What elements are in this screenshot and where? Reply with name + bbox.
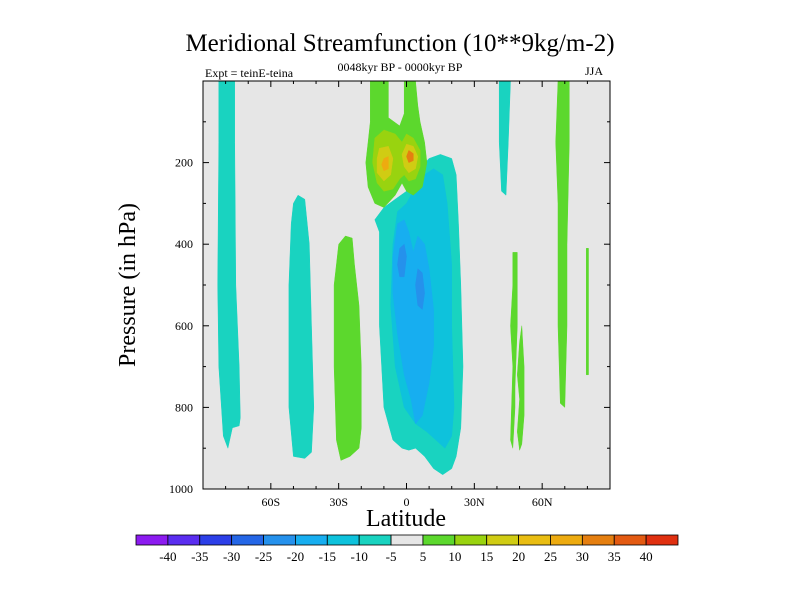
colorbar-label: 10 [448, 549, 461, 564]
colorbar-label: 30 [576, 549, 589, 564]
axis-ticks [203, 81, 610, 490]
colorbar-swatch [390, 534, 424, 546]
x-tick-label: 0 [404, 495, 410, 509]
colorbar-swatch [518, 534, 551, 546]
nh-mid-lat-strip [510, 252, 518, 449]
upper-cell-max-east [406, 150, 414, 163]
y-axis-label: Pressure (in hPa) [115, 203, 141, 367]
sh-subtropical-cell [333, 235, 362, 461]
colorbar [135, 534, 679, 546]
equatorial-cell-inner-core-2 [415, 268, 425, 310]
x-tick-label: 60N [532, 495, 553, 509]
y-tick-label: 600 [175, 319, 193, 333]
colorbar-label: -25 [255, 549, 272, 564]
colorbar-label: 15 [480, 549, 493, 564]
nh-high-lat-cell [555, 80, 570, 408]
chart-subtitle: 0048kyr BP - 0000kyr BP [337, 60, 463, 74]
colorbar-swatch [135, 534, 169, 546]
colorbar-label: 35 [608, 549, 621, 564]
contour-regions [217, 80, 589, 475]
sh-mid-lat-cell [288, 194, 315, 459]
colorbar-swatch [231, 534, 264, 546]
upper-cell-max-west [381, 156, 389, 172]
colorbar-swatch [422, 534, 456, 546]
colorbar-swatch [454, 534, 488, 546]
y-tick-label: 800 [175, 400, 193, 414]
colorbar-label: 25 [544, 549, 557, 564]
x-tick-label: 30N [464, 495, 485, 509]
colorbar-swatch [645, 534, 679, 546]
sh-high-lat-cell [217, 80, 241, 449]
colorbar-labels: -40 -35 -30 -25 -20 -15 -10 -5 5 10 15 20 25 30 35 40 [159, 549, 652, 564]
colorbar-swatch [326, 534, 360, 546]
colorbar-swatch [581, 534, 615, 546]
y-tick-label: 200 [175, 156, 193, 170]
colorbar-label: -40 [159, 549, 176, 564]
colorbar-swatch [167, 534, 201, 546]
axis-tick-labels: 60S 30S 0 30N 60N 200 400 600 800 1000 [169, 156, 553, 509]
colorbar-swatch [358, 534, 392, 546]
experiment-label: Expt = teinE-teina [205, 66, 294, 80]
x-tick-label: 60S [261, 495, 280, 509]
nh-mid-lat-cell [517, 325, 525, 451]
colorbar-label: -30 [223, 549, 240, 564]
nh-polar-line [586, 248, 589, 376]
x-tick-label: 30S [329, 495, 348, 509]
colorbar-label: -5 [386, 549, 397, 564]
equatorial-cell-inner-core [397, 243, 407, 278]
colorbar-swatch [295, 534, 328, 546]
colorbar-swatch [613, 534, 647, 546]
x-axis-label: Latitude [366, 506, 446, 532]
y-tick-label: 1000 [169, 482, 193, 496]
colorbar-label: 5 [420, 549, 427, 564]
chart-title: Meridional Streamfunction (10**9kg/m-2) [185, 30, 615, 57]
colorbar-swatch [263, 534, 296, 546]
colorbar-label: 20 [512, 549, 525, 564]
colorbar-swatch [486, 534, 519, 546]
season-label: JJA [585, 64, 604, 78]
y-tick-label: 400 [175, 237, 193, 251]
colorbar-label: -10 [351, 549, 368, 564]
colorbar-label: -20 [287, 549, 304, 564]
colorbar-label: -35 [191, 549, 208, 564]
colorbar-label: -15 [319, 549, 336, 564]
colorbar-swatch [199, 534, 233, 546]
colorbar-swatch [550, 534, 583, 546]
colorbar-label: 40 [640, 549, 653, 564]
